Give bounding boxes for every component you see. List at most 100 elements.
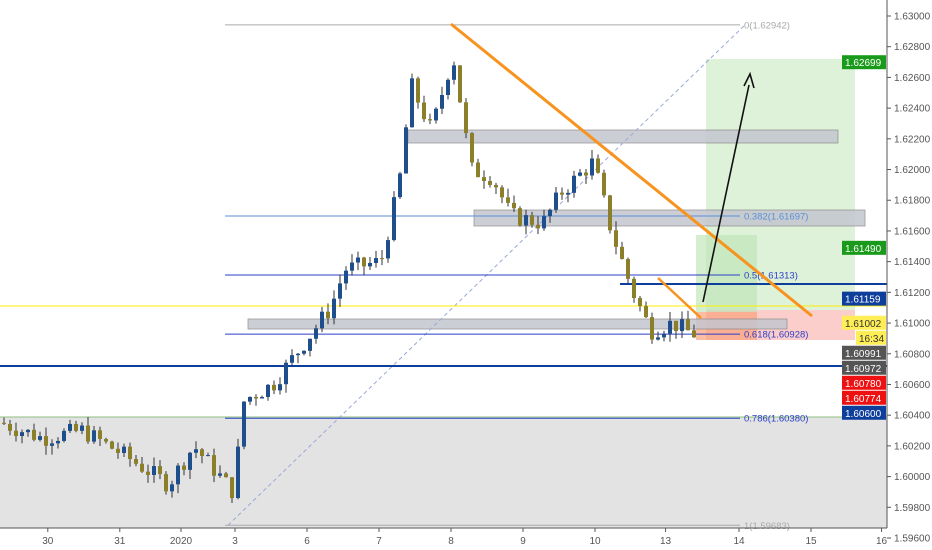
price-tick-label: 1.60200: [894, 441, 931, 452]
time-tick-label: 15: [805, 536, 817, 547]
candle-body: [212, 455, 216, 476]
candle-body: [620, 246, 624, 259]
price-tick-label: 1.62200: [894, 134, 931, 145]
candle-body: [176, 465, 180, 485]
fib-label-0.618: 0.618(1.60928): [744, 330, 808, 341]
candle-body: [320, 311, 324, 329]
price-tag-bg: [842, 360, 886, 375]
candle-body: [392, 197, 396, 241]
fib-label-0.786: 0.786(1.60380): [744, 414, 808, 425]
candle-body: [404, 127, 408, 174]
candle-body: [380, 258, 384, 260]
candle-body: [242, 401, 246, 447]
candle-body: [314, 328, 318, 339]
candle-body: [650, 317, 654, 340]
price-tag-label: 1.60780: [845, 379, 882, 390]
time-tick-label: 3: [232, 536, 238, 547]
candle-body: [344, 270, 348, 284]
price-tick-label: 1.61400: [894, 257, 931, 268]
candle-body: [116, 448, 120, 453]
candle-body: [308, 338, 312, 351]
price-tags: 1.62699 1.61490 1.61159 1.61002 16:34 1.60991…: [842, 55, 886, 420]
candle-body: [56, 440, 60, 444]
candle-body: [422, 102, 426, 120]
trendline-main: [450, 22, 813, 318]
candle-body: [86, 425, 90, 442]
candle-body: [608, 195, 612, 231]
candle-body: [278, 384, 282, 391]
candle-body: [20, 432, 24, 437]
candle-body: [668, 320, 672, 334]
candle-body: [152, 466, 156, 475]
candle-body: [602, 172, 606, 196]
candle-body: [488, 181, 492, 185]
candle-body: [632, 278, 636, 299]
price-tag-label: 1.61159: [845, 295, 881, 306]
time-tick-label: 13: [660, 536, 672, 547]
time-tick-label: 10: [589, 536, 601, 547]
price-tag-bg: [842, 405, 886, 420]
candle-body: [170, 484, 174, 492]
candle-body: [368, 262, 372, 267]
candle-body: [338, 283, 342, 299]
candle-body: [494, 184, 498, 188]
candle-body: [590, 158, 594, 176]
candle-body: [542, 216, 546, 229]
candle-body: [452, 65, 456, 80]
candle-body: [644, 306, 648, 318]
candle-body: [284, 362, 288, 385]
price-tag-label: 1.61002: [845, 319, 882, 330]
time-tick-label: 30: [42, 536, 54, 547]
candle-body: [638, 298, 642, 307]
price-tick-label: 1.62400: [894, 104, 931, 115]
time-axis[interactable]: 30 31 2020 3 6 7 8 9 10 13 14 15 16: [0, 527, 888, 547]
candle-body: [680, 319, 684, 332]
candle-body: [326, 311, 330, 319]
candle-body: [656, 337, 660, 340]
gray-zone: [0, 417, 887, 528]
candle-body: [50, 443, 54, 446]
time-tick-label: 9: [520, 536, 526, 547]
candle-body: [140, 463, 144, 472]
price-tag-bg: [842, 291, 886, 306]
price-tag-bg: [842, 345, 886, 360]
candle-body: [350, 262, 354, 271]
candle-body: [188, 452, 192, 470]
fib-label-0.382: 0.382(1.61697): [744, 212, 808, 223]
price-tick-label: 1.59600: [894, 534, 931, 545]
price-tick-label: 1.62600: [894, 73, 931, 84]
arrow-head-icon: [743, 71, 755, 89]
candle-body: [560, 192, 564, 195]
candle-body: [98, 430, 102, 439]
candle-body: [584, 172, 588, 176]
candle-body: [182, 465, 186, 470]
price-tick-label: 1.61600: [894, 226, 931, 237]
candle-body: [458, 65, 462, 103]
price-tick-label: 1.60800: [894, 349, 931, 360]
price-tag-bg: [842, 390, 886, 405]
candle-body: [218, 473, 222, 476]
candle-body: [500, 187, 504, 198]
candle-body: [134, 459, 138, 464]
drawings: [450, 22, 813, 319]
candle-body: [410, 78, 414, 128]
candle-body: [428, 119, 432, 121]
candle-body: [464, 102, 468, 134]
price-axis-bg: [887, 0, 932, 550]
candle-body: [578, 172, 582, 176]
candle-body: [68, 423, 72, 431]
candle-body: [548, 209, 552, 217]
price-tag-bg: [856, 330, 886, 345]
zone-rect-1: [473, 209, 866, 227]
candle-body: [506, 197, 510, 203]
candle-body: [530, 215, 534, 225]
candles: [2, 61, 696, 503]
time-tick-label: 2020: [170, 536, 193, 547]
fib-label-0.5: 0.5(1.61313): [744, 271, 798, 282]
price-tag-bg: [842, 375, 886, 390]
candle-body: [236, 446, 240, 499]
price-tick-label: 1.62000: [894, 165, 931, 176]
price-axis[interactable]: 1.63000 1.62800 1.62600 1.62400 1.62200 1.620…: [886, 0, 932, 550]
candle-body: [302, 350, 306, 354]
